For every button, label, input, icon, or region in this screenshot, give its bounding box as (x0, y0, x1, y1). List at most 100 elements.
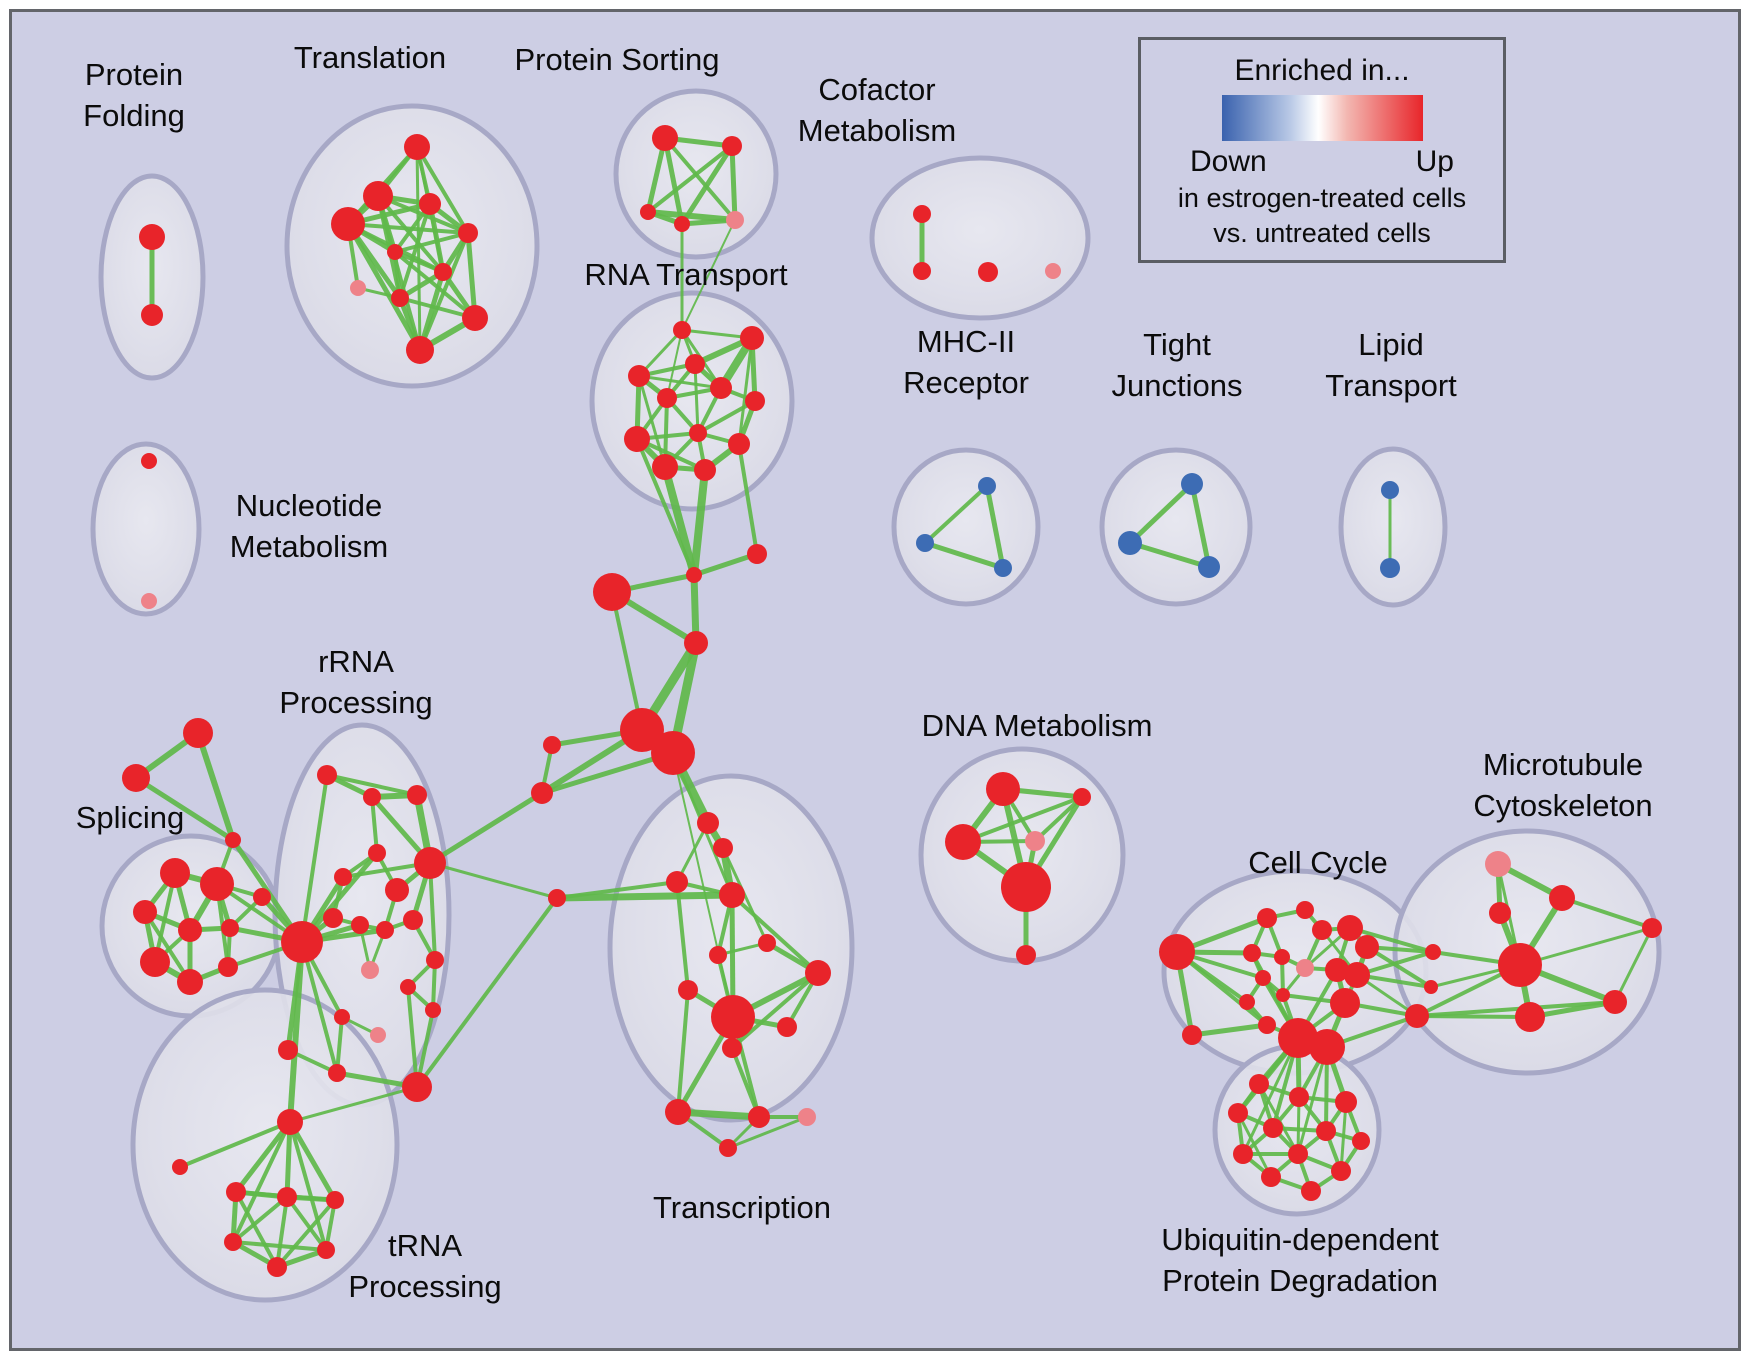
gene-set-node (458, 223, 478, 243)
gene-set-node (711, 995, 755, 1039)
network-edge (675, 881, 690, 991)
gene-set-node (434, 263, 452, 281)
network-edge (661, 465, 698, 577)
network-edge (1189, 483, 1212, 568)
gene-set-node (916, 534, 934, 552)
network-edge (370, 796, 379, 854)
gene-set-node (1073, 788, 1091, 806)
gene-set-node (640, 204, 656, 220)
gene-set-node (1159, 934, 1195, 970)
gene-set-node (370, 1027, 386, 1043)
gene-set-node (719, 882, 745, 908)
gene-set-node (281, 921, 323, 963)
gene-set-node (1325, 958, 1349, 982)
gene-set-node (678, 980, 698, 1000)
gene-set-node (133, 900, 157, 924)
gene-set-node (139, 224, 165, 250)
gene-set-node (978, 262, 998, 282)
gene-set-node (160, 858, 190, 888)
gene-set-node (425, 1002, 441, 1018)
gene-set-node (376, 921, 394, 939)
network-edge (287, 1120, 338, 1202)
network-edge (231, 1121, 292, 1243)
network-edge (1241, 1037, 1300, 1155)
network-edge (415, 145, 470, 235)
gene-set-node (978, 477, 996, 495)
gene-set-node (1489, 902, 1511, 924)
network-edge (234, 1120, 292, 1194)
gene-set-node (426, 951, 444, 969)
network-edge (232, 1240, 327, 1252)
cluster-ellipse (1338, 446, 1448, 608)
gene-set-node (986, 772, 1020, 806)
gene-set-node (141, 593, 157, 609)
gene-set-node (593, 573, 631, 611)
network-edge (1613, 927, 1654, 1003)
gene-set-node (1642, 918, 1662, 938)
gene-set-node (177, 969, 203, 995)
network-edge (1416, 1000, 1616, 1018)
gene-set-node (317, 765, 337, 785)
network-edge (1365, 945, 1433, 989)
network-edge (676, 989, 690, 1113)
network-edge (347, 222, 469, 235)
gene-set-node (674, 216, 690, 232)
gene-set-node (620, 708, 664, 752)
network-edge (662, 137, 685, 225)
gene-set-node (1118, 531, 1142, 555)
network-edge (679, 144, 735, 226)
gene-set-node (1603, 990, 1627, 1014)
gene-set-node (1549, 885, 1575, 911)
gene-set-node (122, 764, 150, 792)
network-edge (134, 775, 235, 843)
legend-caption-line2: vs. untreated cells (1213, 218, 1431, 249)
network-edge (415, 146, 422, 351)
gene-set-node (1249, 1074, 1269, 1094)
network-edge (1296, 1046, 1329, 1155)
network-edge (1519, 926, 1653, 967)
legend-box: Enriched in... Down Up in estrogen-treat… (1138, 37, 1506, 263)
gene-set-node (722, 136, 742, 156)
cluster-ellipse (869, 155, 1091, 321)
gene-set-node (1344, 962, 1370, 988)
gene-set-node (740, 326, 764, 350)
network-edge (345, 222, 423, 352)
gene-set-node (1515, 1002, 1545, 1032)
gene-set-node (1380, 558, 1400, 578)
gene-set-node (403, 910, 423, 930)
legend-up-label: Up (1415, 145, 1454, 178)
gene-set-node (400, 979, 416, 995)
network-edge (729, 145, 738, 221)
gene-set-node (221, 919, 239, 937)
gene-set-node (361, 961, 379, 979)
gene-set-node (1045, 263, 1061, 279)
gene-set-node (140, 947, 170, 977)
gene-set-node (728, 433, 750, 455)
gene-set-node (548, 889, 566, 907)
network-edge (923, 484, 989, 545)
gene-set-node (747, 544, 767, 564)
gene-set-node (200, 867, 234, 901)
gene-set-node (652, 454, 678, 480)
network-edge (231, 1195, 289, 1244)
network-edge (1129, 540, 1210, 570)
gene-set-node (1001, 862, 1051, 912)
network-edge (730, 893, 820, 975)
gene-set-node (686, 567, 702, 583)
network-edge (556, 891, 733, 902)
gene-set-node (385, 878, 409, 902)
gene-set-node (805, 960, 831, 986)
gene-set-node (1301, 1181, 1321, 1201)
network-edge (737, 337, 754, 445)
network-edge (693, 363, 700, 434)
gene-set-node (624, 426, 650, 452)
network-edge (300, 774, 329, 943)
gene-set-node (1405, 1004, 1429, 1028)
gene-set-node (1498, 943, 1542, 987)
gene-set-node (1276, 988, 1290, 1002)
network-edge (287, 941, 305, 1123)
gene-set-node (748, 1106, 770, 1128)
cluster-ellipse (90, 441, 202, 617)
gene-set-node (351, 916, 369, 934)
gene-set-node (404, 134, 430, 160)
